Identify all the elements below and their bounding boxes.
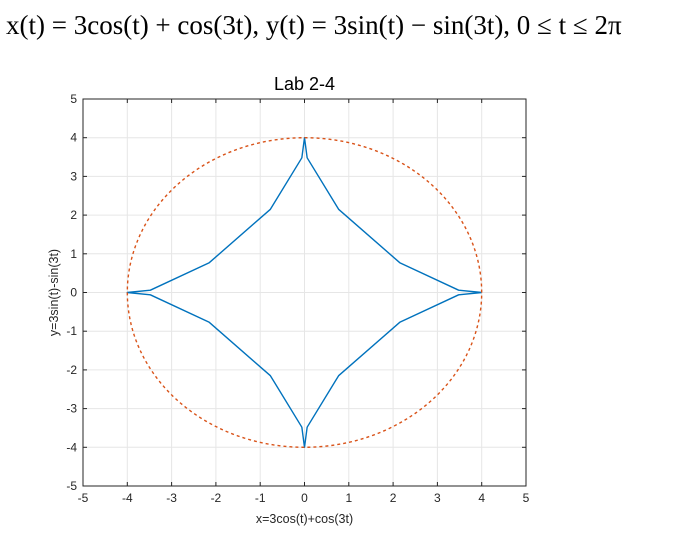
y-tick-label: -1 [66, 324, 77, 338]
y-tick-label: -5 [66, 479, 77, 493]
x-tick-label: -2 [211, 491, 222, 505]
y-tick-label: 3 [70, 169, 77, 183]
x-tick-label: 5 [523, 491, 530, 505]
x-tick-label: 2 [390, 491, 397, 505]
dashed-circle-line [126, 136, 483, 449]
x-tick-label: -5 [78, 491, 89, 505]
x-tick-label: 0 [301, 491, 308, 505]
x-tick-label: 1 [345, 491, 352, 505]
plot-series [126, 136, 483, 449]
x-tick-label: -1 [255, 491, 266, 505]
x-axis-label: x=3cos(t)+cos(3t) [256, 512, 353, 526]
grid [82, 98, 527, 487]
y-tick-label: 1 [70, 247, 77, 261]
x-tick-label: 3 [434, 491, 441, 505]
y-tick-label: 0 [70, 286, 77, 300]
y-tick-label: 2 [70, 208, 77, 222]
x-tick-label: -4 [122, 491, 133, 505]
parametric-equation: x(t) = 3cos(t) + cos(3t), y(t) = 3sin(t)… [6, 10, 622, 40]
y-tick-label: 4 [70, 131, 77, 145]
y-tick-label: -3 [66, 402, 77, 416]
y-tick-label: -4 [66, 440, 77, 454]
ticks: -5 -4 -3 -2 -1 0 1 2 3 4 5 -5 -4 -3 -2 -1 0 1 2 3 4 5 [66, 92, 529, 505]
y-tick-label: 5 [70, 92, 77, 106]
y-axis-label: y=3sin(t)-sin(3t) [47, 249, 61, 336]
chart-title: Lab 2-4 [274, 74, 335, 94]
y-tick-label: -2 [66, 363, 77, 377]
x-tick-label: 4 [478, 491, 485, 505]
x-tick-label: -3 [166, 491, 177, 505]
